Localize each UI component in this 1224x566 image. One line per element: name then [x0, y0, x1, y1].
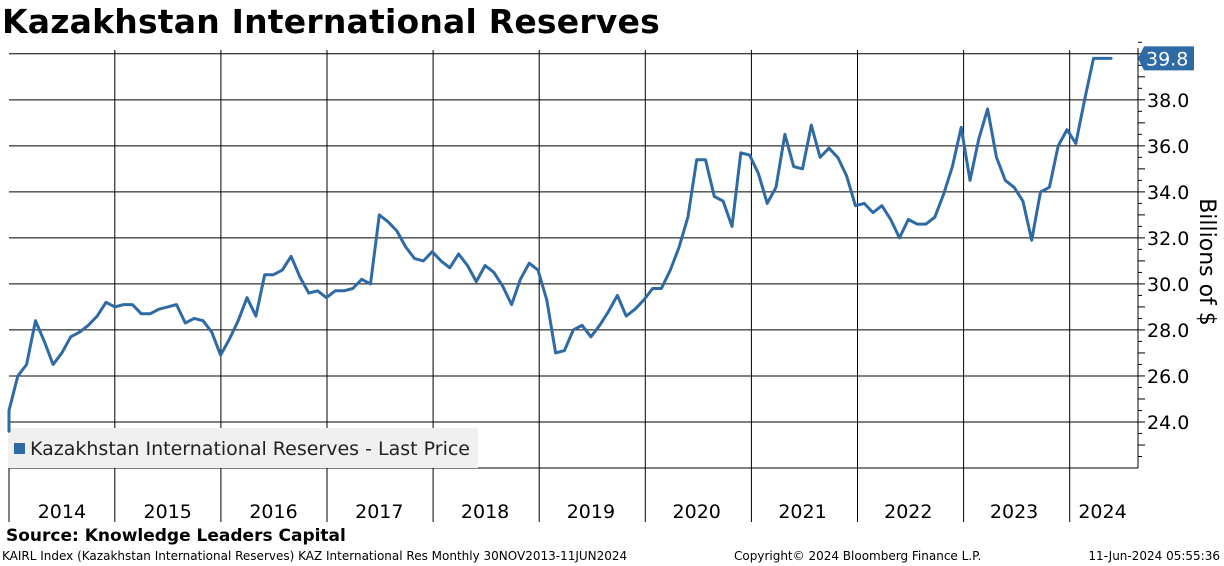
chart-title: Kazakhstan International Reserves — [2, 2, 660, 41]
y-tick-label: 24.0 — [1147, 412, 1189, 434]
x-tick-label: 2018 — [461, 501, 509, 523]
y-axis-tick-labels: 24.0 26.0 28.0 30.0 32.0 34.0 36.0 38.0 — [1147, 90, 1189, 434]
last-value-label: 39.8 — [1146, 48, 1188, 70]
y-tick-label: 30.0 — [1147, 274, 1189, 296]
last-value-marker: 39.8 — [1138, 46, 1194, 71]
vertical-gridlines — [8, 50, 1071, 522]
series-line-kazakhstan-reserves — [7, 56, 1113, 433]
y-tick-label: 38.0 — [1147, 90, 1189, 112]
x-tick-label: 2017 — [355, 501, 403, 523]
horizontal-gridlines — [9, 53, 1138, 423]
y-tick-label: 34.0 — [1147, 182, 1189, 204]
y-tick-label: 26.0 — [1147, 366, 1189, 388]
x-tick-label: 2023 — [990, 501, 1038, 523]
x-tick-label: 2015 — [144, 501, 192, 523]
legend-swatch — [14, 443, 25, 454]
y-tick-label: 36.0 — [1147, 136, 1189, 158]
x-tick-label: 2019 — [567, 501, 615, 523]
x-axis-tick-labels: 2014 2015 2016 2017 2018 2019 2020 2021 2022 2023… — [38, 501, 1127, 523]
y-axis-minor-ticks — [1138, 41, 1145, 457]
footer-index-info: KAIRL Index (Kazakhstan International Re… — [2, 549, 628, 563]
x-tick-label: 2021 — [778, 501, 826, 523]
legend: Kazakhstan International Reserves - Last… — [8, 428, 478, 468]
footer-copyright: Copyright© 2024 Bloomberg Finance L.P. — [734, 549, 982, 563]
x-tick-label: 2016 — [249, 501, 297, 523]
last-value-tag — [1138, 46, 1194, 71]
x-tick-label: 2024 — [1078, 501, 1126, 523]
x-tick-label: 2014 — [38, 501, 86, 523]
legend-label: Kazakhstan International Reserves - Last… — [30, 438, 470, 460]
legend-background — [8, 428, 478, 468]
footer-timestamp: 11-Jun-2024 05:55:36 — [1088, 549, 1220, 563]
x-tick-label: 2022 — [884, 501, 932, 523]
y-tick-label: 28.0 — [1147, 320, 1189, 342]
x-tick-label: 2020 — [673, 501, 721, 523]
y-axis-label: Billions of $ — [1194, 198, 1219, 326]
source-note: Source: Knowledge Leaders Capital — [6, 526, 346, 546]
y-tick-label: 32.0 — [1147, 228, 1189, 250]
